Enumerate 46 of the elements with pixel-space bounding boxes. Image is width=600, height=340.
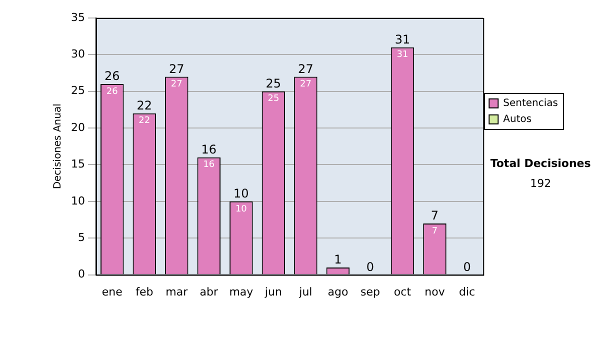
y-tick-label: 25: [70, 84, 85, 98]
data-label: 25: [268, 94, 280, 104]
x-tick-label: jul: [298, 285, 312, 298]
y-tick-label: 5: [78, 230, 85, 244]
x-tick-label: feb: [136, 285, 154, 298]
total-label: 26: [104, 69, 120, 84]
y-tick-label: 0: [78, 268, 85, 281]
y-tick-label: 35: [70, 10, 85, 24]
data-label: 27: [170, 80, 182, 90]
x-tick-label: jun: [264, 285, 282, 298]
legend-label: Autos: [503, 114, 532, 125]
legend-label: Sentencias: [503, 98, 558, 109]
data-label: 26: [106, 86, 118, 97]
data-label: 31: [396, 50, 408, 60]
y-tick-label: 30: [70, 48, 85, 61]
total-label: 31: [394, 32, 410, 46]
text: 192: [530, 176, 552, 190]
total-label: 25: [266, 76, 282, 90]
total-label: 0: [463, 260, 471, 274]
x-tick-label: may: [229, 285, 254, 298]
x-tick-label: dic: [458, 285, 476, 298]
total-label: 27: [298, 62, 314, 76]
data-label: 7: [432, 226, 438, 236]
total-label: 0: [366, 260, 374, 274]
y-tick-label: 10: [70, 194, 85, 208]
total-label: 10: [234, 186, 249, 201]
x-tick-label: ago: [328, 285, 348, 298]
data-label: 10: [235, 204, 248, 214]
y-axis-title: Decisiones Anual: [52, 104, 64, 190]
x-tick-label: abr: [200, 285, 219, 298]
y-tick-label: 20: [70, 120, 85, 134]
x-tick-label: sep: [360, 285, 380, 298]
data-label: 27: [300, 80, 312, 90]
total-label: 1: [334, 252, 342, 267]
x-tick-label: nov: [424, 285, 446, 298]
data-label: 22: [138, 116, 150, 126]
total-label: 16: [201, 142, 217, 157]
x-tick-label: mar: [166, 285, 188, 298]
y-tick-label: 15: [70, 158, 85, 171]
total-label: 7: [430, 208, 439, 223]
data-label: 16: [203, 160, 215, 170]
x-tick-label: oct: [394, 285, 412, 298]
total-label: 22: [136, 98, 152, 113]
x-tick-label: ene: [102, 285, 123, 298]
text: Total Decisiones: [490, 156, 592, 170]
total-label: 27: [169, 62, 184, 76]
